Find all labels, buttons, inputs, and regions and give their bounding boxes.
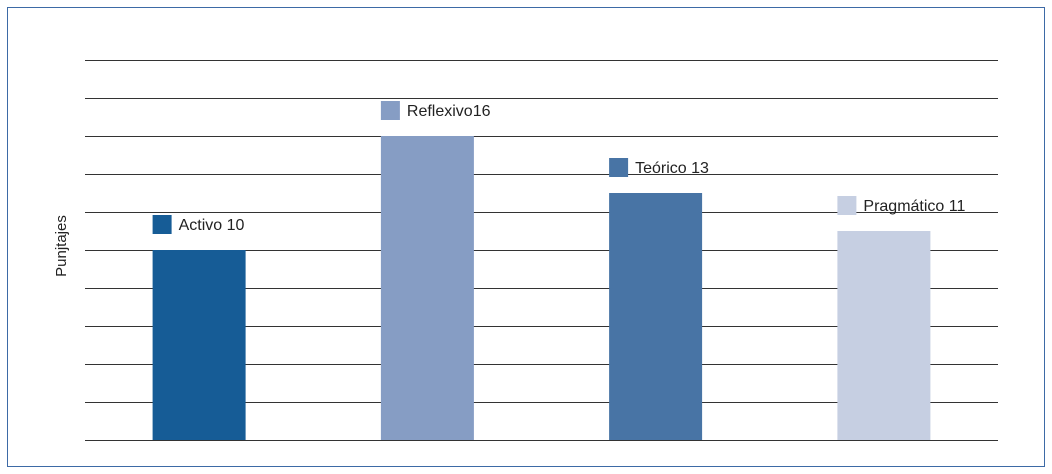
data-label-text: Reflexivo16 (407, 103, 491, 120)
bar-pragmático (837, 231, 931, 440)
data-labels: Activo 10 Reflexivo16 Teórico 13 Pragmático… (152, 101, 965, 234)
data-label: Pragmático 11 (837, 196, 965, 215)
bars (152, 136, 931, 440)
legend-swatch (837, 196, 857, 215)
data-label: Activo 10 (152, 215, 245, 234)
bar-reflexivo (380, 136, 474, 440)
bar-activo (152, 250, 246, 440)
bar-teórico (609, 193, 703, 440)
legend-swatch (152, 215, 172, 234)
legend-swatch (609, 158, 629, 177)
y-axis-label: Punjtajes (53, 215, 70, 277)
data-label: Reflexivo16 (380, 101, 491, 120)
data-label-text: Activo 10 (179, 217, 245, 234)
data-label-text: Pragmático 11 (863, 198, 965, 215)
data-label-text: Teórico 13 (635, 160, 709, 177)
legend-swatch (380, 101, 400, 120)
data-label: Teórico 13 (609, 158, 709, 177)
